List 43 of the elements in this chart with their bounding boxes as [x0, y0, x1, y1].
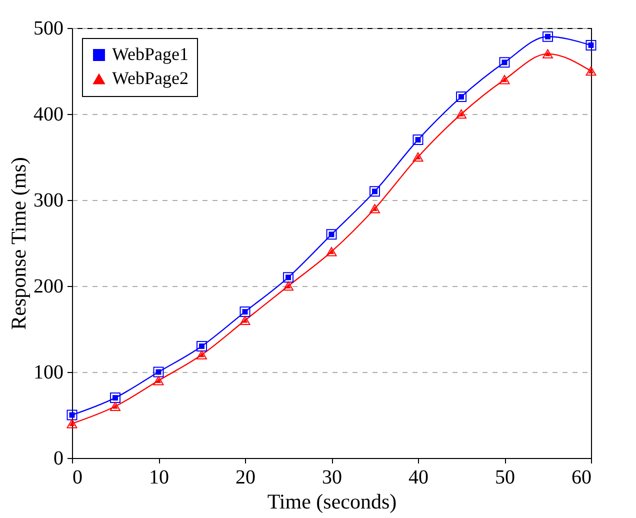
point: [586, 40, 596, 50]
y-tick-label: 0: [54, 448, 64, 470]
point: [283, 281, 294, 291]
point: [326, 246, 337, 256]
y-tick-label: 500: [34, 18, 64, 40]
legend-label: WebPage1: [112, 44, 189, 64]
y-axis-title: Response Time (ms): [6, 157, 30, 330]
y-tick-label: 400: [34, 104, 64, 126]
x-tick-label: 20: [236, 466, 256, 488]
x-tick-label: 0: [72, 466, 82, 488]
point: [110, 402, 120, 412]
point: [66, 418, 78, 428]
point: [326, 229, 337, 240]
point: [370, 204, 380, 214]
y-tick-label: 200: [34, 276, 64, 298]
point: [283, 272, 294, 283]
point: [196, 340, 207, 352]
point: [456, 109, 466, 119]
y-tick-label: 300: [34, 190, 64, 212]
point: [153, 366, 164, 378]
point: [240, 306, 250, 318]
point: [542, 49, 553, 58]
point: [196, 350, 207, 360]
point: [542, 31, 553, 42]
point: [456, 92, 466, 102]
point: [370, 186, 380, 197]
point: [66, 410, 78, 420]
x-tick-label: 10: [149, 466, 169, 488]
point: [110, 392, 120, 404]
legend-label: WebPage2: [112, 68, 189, 88]
x-tick-label: 50: [495, 466, 515, 488]
x-tick-label: 60: [572, 466, 592, 488]
point: [586, 66, 596, 76]
point: [499, 74, 510, 84]
point: [412, 134, 424, 146]
x-tick-label: 40: [408, 466, 428, 488]
point: [240, 316, 250, 326]
x-axis-title: Time (seconds): [267, 490, 397, 514]
point: [153, 376, 164, 386]
y-tick-label: 100: [34, 362, 64, 384]
x-tick-label: 30: [322, 466, 342, 488]
point: [412, 152, 424, 162]
point: [499, 57, 510, 68]
